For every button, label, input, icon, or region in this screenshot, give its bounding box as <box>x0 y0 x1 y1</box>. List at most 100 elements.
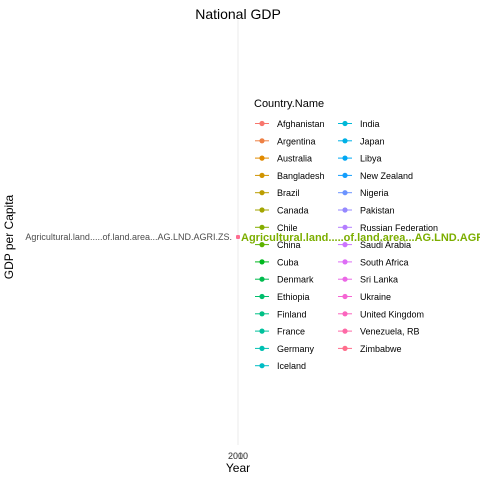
legend-label: Bangladesh <box>277 171 325 181</box>
legend-label: Chile <box>277 223 298 233</box>
legend-item: South Africa <box>338 257 409 267</box>
legend-item: Brazil <box>255 188 300 198</box>
legend-item: Argentina <box>255 136 316 146</box>
legend-key-point <box>342 276 348 282</box>
legend-item: Chile <box>255 223 298 233</box>
legend-item: Australia <box>255 154 312 164</box>
x-tick-label: 2010 <box>228 451 248 461</box>
legend-item: Iceland <box>255 361 306 371</box>
legend-label: Cuba <box>277 257 299 267</box>
legend-key-point <box>259 311 265 317</box>
legend-label: South Africa <box>360 257 409 267</box>
legend-label: Denmark <box>277 275 314 285</box>
legend-item: New Zealand <box>338 171 413 181</box>
legend-key-point <box>259 207 265 213</box>
y-tick-label: Agricultural.land.....of.land.area...AG.… <box>25 232 232 242</box>
x-tick-label: 2000 <box>228 451 248 461</box>
legend-key-point <box>259 155 265 161</box>
legend-key-point <box>259 276 265 282</box>
legend-key-point <box>342 190 348 196</box>
point-label: Agricultural.land.....of.land.area...AG.… <box>241 232 480 244</box>
legend-label: Nigeria <box>360 188 389 198</box>
legend-key-point <box>259 224 265 230</box>
legend-item: Denmark <box>255 275 314 285</box>
x-axis-label: Year <box>226 461 250 475</box>
legend-label: Pakistan <box>360 206 395 216</box>
legend-label: China <box>277 240 301 250</box>
legend-key-point <box>342 259 348 265</box>
legend-key-point <box>342 328 348 334</box>
legend-item: Russian Federation <box>338 223 438 233</box>
legend-label: Libya <box>360 154 382 164</box>
legend-key-point <box>259 328 265 334</box>
legend-key-point <box>342 293 348 300</box>
legend-key-point <box>259 172 265 178</box>
legend-item: Ukraine <box>338 292 391 302</box>
legend-item: Ethiopia <box>255 292 310 302</box>
legend-item: Venezuela, RB <box>338 327 420 337</box>
legend-label: Germany <box>277 344 315 354</box>
legend-label: Iceland <box>277 361 306 371</box>
legend-label: Finland <box>277 309 307 319</box>
legend-label: France <box>277 327 305 337</box>
legend-item: Zimbabwe <box>338 344 402 354</box>
legend: Country.Name Afghanistan Argentina Australi… <box>254 98 438 371</box>
legend-title: Country.Name <box>254 98 324 110</box>
y-axis-label: GDP per Capita <box>2 194 16 279</box>
legend-item: Bangladesh <box>255 171 325 181</box>
legend-label: Canada <box>277 206 309 216</box>
legend-item: Afghanistan <box>255 119 325 129</box>
legend-item: India <box>338 119 380 129</box>
legend-label: Sri Lanka <box>360 275 398 285</box>
legend-label: Afghanistan <box>277 119 325 129</box>
legend-key-point <box>342 311 348 317</box>
legend-key-point <box>342 172 348 178</box>
legend-item: France <box>255 327 305 337</box>
legend-key-point <box>259 120 265 127</box>
legend-key-point <box>342 120 348 127</box>
legend-item: Canada <box>255 206 309 216</box>
data-points <box>236 235 240 239</box>
legend-key-point <box>342 155 348 161</box>
legend-key-point <box>259 345 265 351</box>
legend-key-point <box>342 242 348 248</box>
legend-item: Sri Lanka <box>338 275 398 285</box>
legend-label: Argentina <box>277 136 316 146</box>
legend-item: Japan <box>338 136 385 146</box>
legend-label: India <box>360 119 380 129</box>
legend-label: Russian Federation <box>360 223 438 233</box>
legend-item: Libya <box>338 154 382 164</box>
legend-label: Ethiopia <box>277 292 310 302</box>
legend-key-point <box>259 242 265 248</box>
legend-key-point <box>259 363 265 369</box>
legend-label: Brazil <box>277 188 300 198</box>
data-point <box>236 235 240 239</box>
legend-label: Zimbabwe <box>360 344 402 354</box>
legend-label: Ukraine <box>360 292 391 302</box>
legend-item: Pakistan <box>338 206 395 216</box>
chart-title: National GDP <box>195 6 281 22</box>
legend-label: Japan <box>360 136 385 146</box>
legend-key-point <box>342 138 348 144</box>
legend-label: Saudi Arabia <box>360 240 411 250</box>
legend-key-point <box>342 224 348 230</box>
legend-item: United Kingdom <box>338 309 424 319</box>
legend-label: New Zealand <box>360 171 413 181</box>
legend-item: Saudi Arabia <box>338 240 411 250</box>
legend-label: Australia <box>277 154 312 164</box>
legend-item: Finland <box>255 309 307 319</box>
legend-key-point <box>259 138 265 144</box>
legend-item: Germany <box>255 344 315 354</box>
legend-item: Cuba <box>255 257 299 267</box>
legend-key-point <box>342 207 348 213</box>
legend-key-point <box>259 259 265 265</box>
legend-label: United Kingdom <box>360 309 424 319</box>
legend-key-point <box>259 293 265 300</box>
legend-label: Venezuela, RB <box>360 327 420 337</box>
legend-item: China <box>255 240 301 250</box>
legend-key-point <box>259 190 265 196</box>
legend-key-point <box>342 345 348 351</box>
